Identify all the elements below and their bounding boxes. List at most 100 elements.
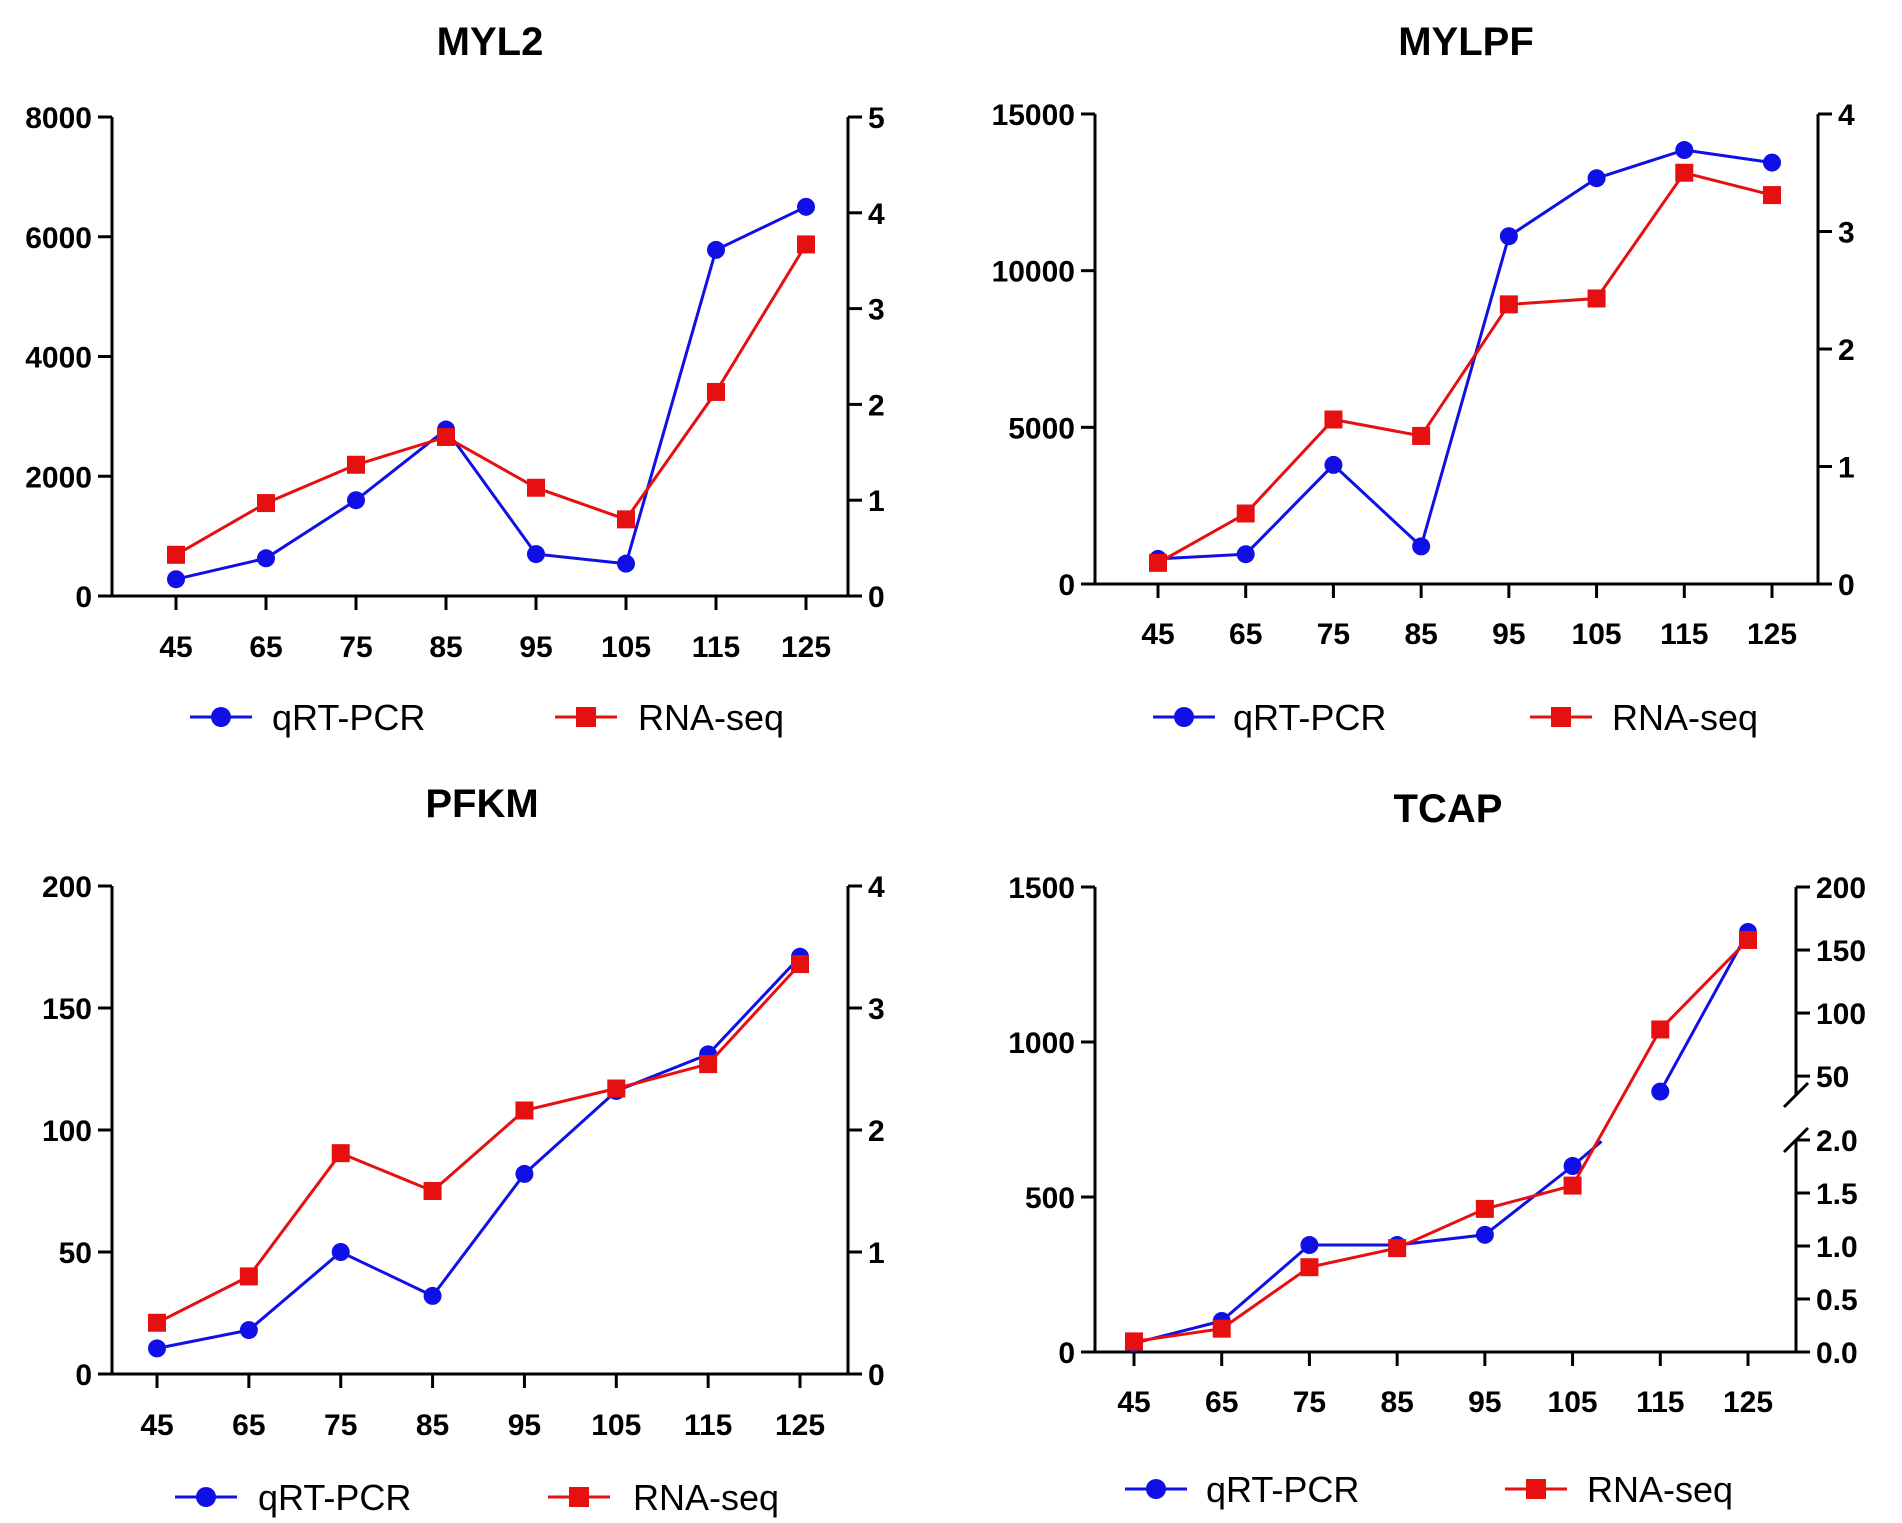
right-y-tick-label: 3	[868, 993, 885, 1026]
right-y-tick-label: 4	[868, 198, 885, 231]
right-y-tick-label: 2.0	[1816, 1125, 1858, 1158]
right-y-tick-label: 150	[1816, 935, 1866, 968]
data-point-rna-seq	[527, 478, 545, 497]
data-point-rna-seq	[1675, 163, 1694, 182]
data-point-rna-seq	[1739, 930, 1757, 949]
left-y-tick-label: 15000	[992, 99, 1075, 132]
data-point-rna-seq	[148, 1313, 166, 1332]
data-point-qrt-pcr	[423, 1286, 442, 1305]
right-y-tick-label: 200	[1816, 872, 1866, 905]
chart-panel-pfkm: PFKM 45 65 75 85 95 105 115 125 0 50 100 150 200 0 1 2 3 4…	[42, 782, 885, 1518]
x-tick-label: 115	[684, 1409, 732, 1442]
data-point-rna-seq	[1651, 1020, 1670, 1039]
right-y-tick-label: 1.0	[1816, 1231, 1858, 1264]
legend-marker	[1526, 1479, 1546, 1499]
data-point-qrt-pcr	[527, 545, 545, 564]
x-tick-label: 65	[1205, 1386, 1238, 1419]
data-point-rna-seq	[1212, 1319, 1231, 1338]
right-y-tick-label: 0	[868, 1359, 885, 1392]
data-point-qrt-pcr	[617, 554, 635, 573]
chart-title: TCAP	[1394, 787, 1503, 831]
data-point-rna-seq	[1563, 1176, 1582, 1195]
data-point-rna-seq	[791, 955, 809, 974]
data-point-rna-seq	[607, 1079, 626, 1098]
left-y-tick-label: 6000	[25, 222, 92, 255]
x-tick-label: 65	[1229, 618, 1262, 651]
axis-break-mark	[1782, 1081, 1810, 1109]
right-y-tick-label: 2	[1838, 334, 1855, 367]
legend-label: RNA-seq	[633, 1477, 779, 1518]
x-tick-label: 75	[339, 631, 372, 664]
data-point-rna-seq	[331, 1144, 350, 1163]
x-tick-label: 125	[1747, 618, 1797, 651]
data-point-rna-seq	[257, 494, 275, 513]
x-tick-label: 45	[1117, 1386, 1150, 1419]
right-y-tick-label: 2	[868, 1115, 885, 1148]
left-y-tick-label: 2000	[25, 461, 92, 494]
data-point-qrt-pcr	[239, 1321, 258, 1340]
left-y-tick-label: 0	[75, 581, 92, 614]
data-point-rna-seq	[1149, 553, 1167, 572]
left-y-tick-label: 8000	[25, 102, 92, 135]
left-y-tick-label: 500	[1025, 1182, 1075, 1215]
data-point-qrt-pcr	[1563, 1157, 1582, 1175]
x-tick-label: 65	[232, 1409, 265, 1442]
x-tick-label: 45	[159, 631, 192, 664]
legend-label: RNA-seq	[1587, 1469, 1733, 1510]
data-point-qrt-pcr	[1236, 545, 1255, 564]
legend-label: RNA-seq	[1612, 697, 1758, 738]
data-point-rna-seq	[699, 1055, 718, 1074]
data-point-qrt-pcr	[707, 240, 725, 259]
x-tick-label: 95	[508, 1409, 541, 1442]
right-y-tick-label: 5	[868, 102, 885, 135]
x-tick-label: 125	[781, 631, 831, 664]
data-point-qrt-pcr	[1324, 455, 1343, 474]
right-y-tick-label: 4	[1838, 99, 1855, 132]
data-point-rna-seq	[1763, 186, 1781, 205]
left-y-tick-label: 10000	[992, 256, 1075, 289]
data-point-qrt-pcr	[1587, 169, 1606, 188]
left-y-tick-label: 0	[75, 1359, 92, 1392]
x-tick-label: 115	[692, 631, 740, 664]
x-tick-label: 65	[249, 631, 282, 664]
right-y-tick-label: 0	[1838, 569, 1855, 602]
legend-marker	[211, 707, 231, 727]
x-tick-label: 115	[1636, 1386, 1684, 1419]
data-point-rna-seq	[1475, 1199, 1494, 1218]
data-point-rna-seq	[167, 545, 185, 564]
data-point-rna-seq	[1236, 504, 1255, 523]
x-tick-label: 105	[591, 1409, 641, 1442]
data-point-qrt-pcr	[1300, 1236, 1319, 1255]
right-y-tick-label: 2	[868, 389, 885, 422]
data-point-qrt-pcr	[347, 491, 365, 510]
left-y-tick-label: 4000	[25, 342, 92, 375]
x-tick-label: 105	[1572, 618, 1622, 651]
right-y-tick-label: 3	[868, 294, 885, 327]
x-tick-label: 85	[1404, 618, 1437, 651]
right-y-tick-label: 100	[1816, 998, 1866, 1031]
x-tick-label: 75	[324, 1409, 357, 1442]
legend-label: qRT-PCR	[258, 1477, 411, 1518]
legend-label: RNA-seq	[638, 697, 784, 738]
series-line-rna-seq	[1157, 171, 1773, 565]
right-y-tick-label: 0.0	[1816, 1337, 1858, 1370]
data-point-rna-seq	[1300, 1258, 1319, 1277]
right-y-tick-label: 1.5	[1816, 1178, 1858, 1211]
data-point-rna-seq	[707, 382, 725, 401]
left-y-tick-label: 5000	[1008, 412, 1075, 445]
chart-title: PFKM	[425, 782, 538, 826]
left-y-tick-label: 100	[42, 1115, 92, 1148]
right-y-tick-label: 1	[868, 485, 885, 518]
series-line-rna-seq	[1133, 938, 1750, 1343]
legend-marker	[1146, 1479, 1166, 1499]
x-tick-label: 105	[1548, 1386, 1598, 1419]
data-point-qrt-pcr	[1499, 227, 1518, 246]
x-tick-label: 85	[1380, 1386, 1413, 1419]
data-point-qrt-pcr	[797, 197, 815, 216]
data-point-rna-seq	[617, 510, 635, 529]
legend-marker	[569, 1487, 589, 1507]
data-point-qrt-pcr	[167, 570, 185, 589]
data-point-qrt-pcr	[1412, 537, 1431, 556]
data-point-qrt-pcr	[1675, 141, 1694, 160]
